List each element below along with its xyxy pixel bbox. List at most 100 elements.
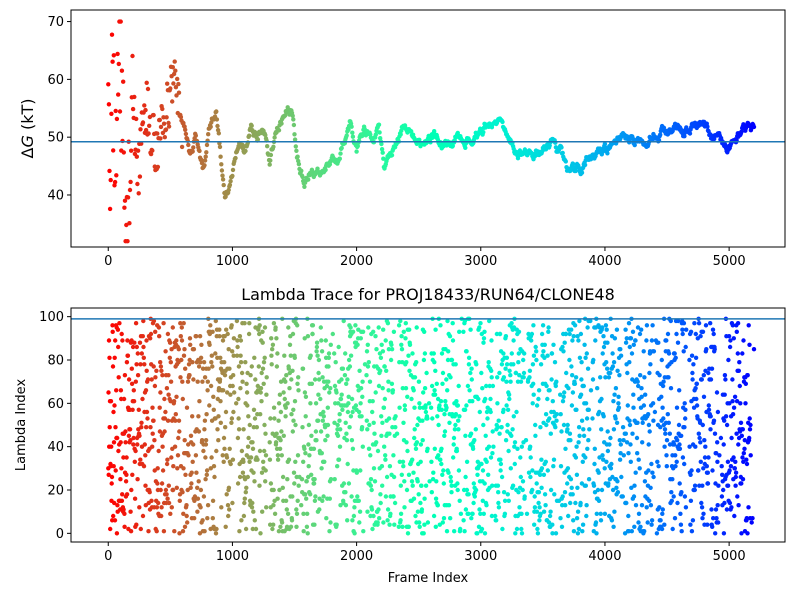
- delta-g-point: [230, 167, 236, 173]
- lambda-point: [660, 511, 665, 516]
- lambda-point: [328, 520, 333, 525]
- lambda-point: [391, 329, 397, 334]
- lambda-point: [615, 368, 620, 373]
- lambda-point: [651, 474, 656, 480]
- lambda-point: [201, 448, 206, 454]
- lambda-point: [257, 323, 262, 328]
- lambda-point: [439, 407, 444, 412]
- lambda-point: [409, 479, 415, 484]
- delta-g-point: [450, 143, 455, 149]
- lambda-point: [121, 455, 126, 460]
- lambda-point: [703, 444, 708, 449]
- lambda-point: [316, 392, 321, 397]
- lambda-point: [387, 431, 392, 436]
- lambda-point: [389, 347, 395, 352]
- lambda-point: [211, 407, 216, 412]
- y-tick-label: 50: [47, 131, 64, 146]
- lambda-point: [338, 396, 344, 402]
- lambda-point: [139, 420, 144, 425]
- y-tick-label: 60: [47, 397, 64, 412]
- lambda-point: [188, 485, 193, 490]
- delta-g-point: [430, 135, 435, 140]
- lambda-point: [202, 375, 208, 380]
- lambda-point: [180, 396, 185, 402]
- lambda-point: [258, 386, 264, 391]
- delta-g-point: [171, 71, 177, 77]
- lambda-point: [719, 464, 724, 469]
- lambda-point: [206, 366, 211, 371]
- lambda-point: [611, 427, 617, 432]
- lambda-point: [354, 470, 359, 475]
- delta-g-point: [292, 132, 297, 137]
- lambda-point: [519, 531, 525, 536]
- lambda-point: [737, 360, 742, 365]
- lambda-point: [241, 427, 246, 432]
- lambda-point: [327, 529, 332, 534]
- lambda-point: [272, 511, 278, 516]
- delta-g-point: [144, 80, 149, 86]
- lambda-point: [318, 396, 323, 402]
- lambda-point: [579, 360, 584, 365]
- x-tick-label: 3000: [464, 254, 497, 269]
- lambda-point: [279, 453, 284, 458]
- lambda-point: [124, 492, 130, 497]
- lambda-point: [180, 379, 185, 384]
- lambda-point: [223, 524, 228, 529]
- lambda-point: [181, 353, 187, 358]
- lambda-point: [503, 334, 509, 339]
- delta-g-point: [571, 162, 576, 167]
- lambda-point: [606, 375, 612, 380]
- delta-g-point: [354, 149, 359, 154]
- lambda-point: [516, 351, 521, 356]
- lambda-point: [422, 386, 428, 391]
- lambda-point: [462, 318, 468, 324]
- delta-g-point: [214, 117, 220, 122]
- lambda-point: [577, 318, 582, 324]
- lambda-point: [210, 498, 216, 503]
- lambda-point: [129, 381, 135, 386]
- lambda-point: [481, 511, 486, 516]
- lambda-point: [296, 483, 301, 488]
- lambda-point: [184, 405, 190, 410]
- lambda-point: [620, 494, 625, 499]
- lambda-point: [530, 401, 535, 406]
- lambda-point: [468, 327, 473, 332]
- lambda-point: [440, 381, 445, 386]
- lambda-point: [399, 334, 404, 339]
- delta-g-point: [178, 114, 184, 120]
- lambda-x-ticks: 0 1000 2000 3000 4000 5000: [104, 542, 746, 564]
- lambda-point: [335, 422, 340, 428]
- lambda-point: [618, 347, 623, 352]
- lambda-point: [152, 383, 158, 389]
- lambda-point: [683, 416, 688, 421]
- lambda-point: [445, 388, 450, 393]
- lambda-point: [113, 338, 118, 343]
- lambda-point: [160, 468, 166, 473]
- lambda-point: [425, 416, 430, 421]
- lambda-point: [431, 513, 437, 519]
- lambda-point: [498, 457, 503, 462]
- lambda-point: [386, 379, 391, 384]
- lambda-point: [584, 503, 589, 508]
- lambda-point: [651, 349, 657, 354]
- lambda-point: [445, 357, 451, 363]
- lambda-point: [239, 370, 245, 376]
- lambda-point: [412, 405, 417, 410]
- lambda-point: [487, 318, 492, 324]
- lambda-point: [568, 500, 573, 506]
- lambda-point: [284, 507, 289, 512]
- lambda-point: [739, 531, 744, 536]
- delta-g-point: [243, 148, 248, 154]
- lambda-point: [509, 321, 514, 326]
- lambda-point: [713, 507, 719, 512]
- lambda-point: [405, 448, 410, 454]
- lambda-point: [749, 520, 754, 525]
- lambda-point: [224, 455, 230, 460]
- lambda-point: [122, 524, 127, 529]
- lambda-point: [316, 357, 322, 363]
- lambda-point: [182, 438, 187, 443]
- lambda-point: [293, 422, 298, 428]
- lambda-point: [558, 516, 563, 521]
- lambda-point: [530, 487, 535, 493]
